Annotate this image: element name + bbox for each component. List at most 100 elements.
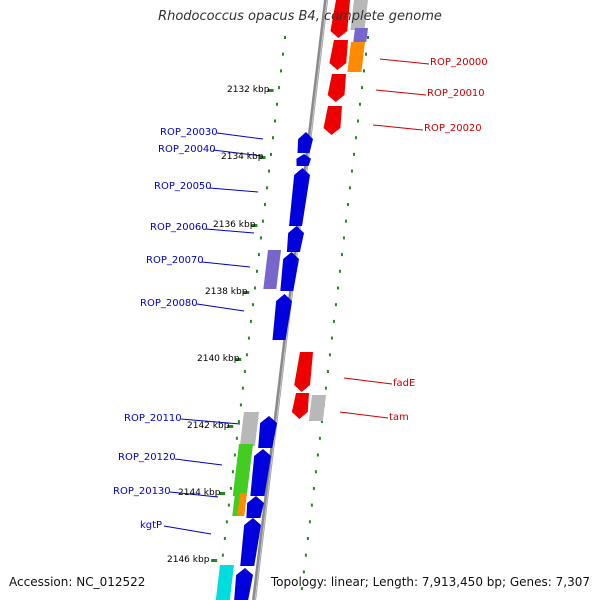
track-dot (263, 203, 266, 206)
label-connector-line (196, 303, 245, 312)
gene-feature (296, 154, 311, 166)
track-dot (231, 470, 234, 474)
gene-feature (258, 416, 277, 448)
track-dot (255, 269, 258, 273)
track-dot (275, 102, 278, 106)
label-connector-line (205, 228, 255, 234)
track-dot (271, 136, 274, 140)
track-dot (221, 553, 224, 557)
scale-tick (219, 492, 226, 495)
gene-feature (240, 518, 261, 566)
track-dot (328, 353, 331, 357)
gene-feature (234, 568, 253, 600)
track-dot (344, 219, 347, 223)
gene-feature (239, 412, 259, 446)
track-dot (358, 102, 361, 106)
track-dot (237, 420, 240, 424)
gene-feature (246, 496, 264, 518)
gene-feature (347, 42, 365, 72)
track-dot (281, 52, 284, 56)
track-dot (346, 203, 349, 206)
track-dot (326, 370, 329, 373)
gene-label-ROP_20130[interactable]: ROP_20130 (113, 486, 171, 497)
scale-tick-label: 2136 kbp (213, 220, 256, 230)
gene-label-ROP_20060[interactable]: ROP_20060 (150, 222, 208, 233)
gene-label-ROP_20020[interactable]: ROP_20020 (424, 123, 482, 134)
gene-label-ROP_20110[interactable]: ROP_20110 (124, 413, 182, 424)
gene-label-tam[interactable]: tam (389, 412, 409, 423)
label-connector-line (372, 124, 424, 131)
gene-features (215, 0, 368, 600)
label-connector-line (201, 261, 251, 268)
track-dot (314, 470, 317, 474)
gene-feature (330, 0, 350, 38)
gene-feature (294, 352, 313, 392)
label-connector-line (169, 491, 219, 498)
gene-feature (250, 449, 271, 496)
gene-feature (308, 395, 326, 421)
gene-feature (289, 168, 310, 226)
track-dot (284, 36, 286, 39)
track-dot (310, 503, 313, 507)
genome-backbone-highlight (254, 0, 328, 600)
track-dot (354, 136, 357, 140)
gene-label-ROP_20070[interactable]: ROP_20070 (146, 255, 204, 266)
track-dot (308, 520, 311, 524)
track-dot (367, 36, 369, 39)
accession-text: Accession: NC_012522 (9, 575, 146, 589)
label-connector-line (343, 377, 393, 385)
gene-feature (323, 106, 342, 135)
gene-feature (297, 132, 313, 153)
gene-feature (353, 28, 368, 42)
track-dot (267, 169, 270, 173)
track-dot (332, 319, 335, 323)
gene-label-ROP_20080[interactable]: ROP_20080 (140, 298, 198, 309)
track-dot (304, 553, 307, 557)
track-dot (225, 520, 228, 524)
gene-label-ROP_20040[interactable]: ROP_20040 (158, 144, 216, 155)
track-dot (334, 303, 337, 307)
track-dot (235, 436, 238, 440)
scale-tick-label: 2134 kbp (221, 152, 264, 162)
gene-feature (232, 444, 253, 496)
scale-tick-label: 2140 kbp (197, 354, 240, 364)
gene-label-kgtP[interactable]: kgtP (140, 520, 162, 531)
gene-feature (272, 294, 292, 340)
track-dot (277, 86, 280, 90)
gene-feature (237, 493, 247, 516)
gene-label-ROP_20010[interactable]: ROP_20010 (427, 88, 485, 99)
track-dot (316, 453, 319, 457)
genome-summary-text: Topology: linear; Length: 7,913,450 bp; … (270, 575, 590, 589)
track-dot (338, 269, 341, 273)
label-connector-line (174, 458, 223, 466)
right-dot-track (300, 36, 369, 591)
gene-label-fadE[interactable]: fadE (393, 378, 415, 389)
track-dot (352, 152, 355, 156)
track-dot (324, 386, 327, 390)
gene-feature (291, 393, 309, 419)
label-connector-line (163, 525, 212, 535)
track-dot (362, 69, 365, 73)
track-dot (243, 370, 246, 373)
gene-label-ROP_20120[interactable]: ROP_20120 (118, 452, 176, 463)
scale-tick-label: 2138 kbp (205, 287, 248, 297)
track-dot (273, 119, 276, 123)
track-dot (265, 186, 268, 190)
track-dot (247, 336, 250, 340)
genome-title: Rhodococcus opacus B4, complete genome (158, 9, 442, 24)
gene-label-ROP_20050[interactable]: ROP_20050 (154, 181, 212, 192)
track-dot (348, 186, 351, 190)
track-dot (257, 253, 260, 257)
track-dot (251, 303, 254, 307)
gene-label-ROP_20030[interactable]: ROP_20030 (160, 127, 218, 138)
scale-tick-label: 2142 kbp (187, 421, 230, 431)
scale-tick-label: 2146 kbp (167, 555, 210, 565)
scale-tick (243, 291, 250, 294)
track-dot (300, 587, 303, 591)
gene-label-ROP_20000[interactable]: ROP_20000 (430, 57, 488, 68)
track-dot (259, 236, 262, 240)
track-dot (241, 386, 244, 390)
track-dot (233, 453, 236, 457)
track-dot (269, 152, 272, 156)
label-connector-line (216, 132, 264, 140)
